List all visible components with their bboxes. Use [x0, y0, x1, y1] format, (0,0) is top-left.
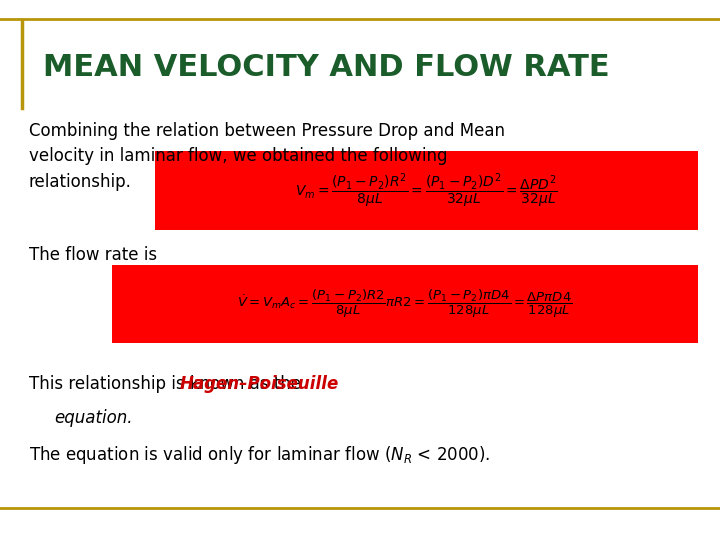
Text: Hagen–Poiseuille: Hagen–Poiseuille [179, 375, 338, 393]
Text: The equation is valid only for laminar flow ($N_R$ < 2000).: The equation is valid only for laminar f… [29, 444, 490, 466]
Bar [112, 265, 698, 343]
Text: equation.: equation. [54, 409, 132, 427]
Text: Combining the relation between Pressure Drop and Mean
velocity in laminar flow, : Combining the relation between Pressure … [29, 122, 505, 191]
Text: $V_m = \dfrac{(P_1 - P_2)R^2}{8\mu L} = \dfrac{(P_1 - P_2)D^2}{32\mu L} = \dfrac: $V_m = \dfrac{(P_1 - P_2)R^2}{8\mu L} = … [295, 171, 558, 210]
Text: $\dot{V} = V_m A_c = \dfrac{(P_1-P_2)R2}{8\mu L}\pi R2 = \dfrac{(P_1-P_2)\pi D4}: $\dot{V} = V_m A_c = \dfrac{(P_1-P_2)R2}… [237, 288, 573, 320]
Text: This relationship is known as the: This relationship is known as the [29, 375, 306, 393]
Text: The flow rate is: The flow rate is [29, 246, 157, 264]
Text: MEAN VELOCITY AND FLOW RATE: MEAN VELOCITY AND FLOW RATE [43, 53, 610, 82]
Bar [155, 151, 698, 230]
